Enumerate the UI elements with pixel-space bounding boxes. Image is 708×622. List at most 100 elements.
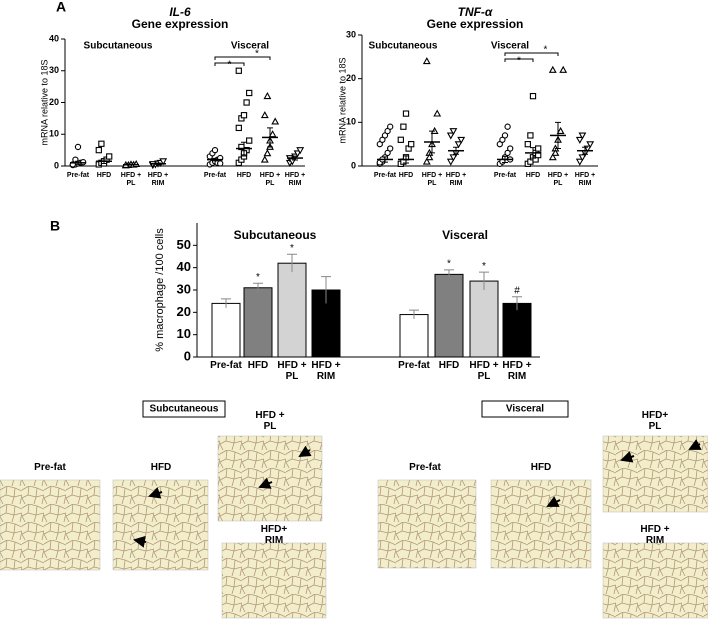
- dot: [98, 140, 105, 147]
- dot: [74, 143, 82, 151]
- dot: [260, 111, 269, 119]
- micrograph-label: Pre-fat: [34, 462, 66, 473]
- x-tick-label: HFD + PL: [547, 172, 569, 187]
- group-label: Subcutaneous: [84, 41, 153, 52]
- dot: [106, 153, 113, 160]
- y-axis-label: mRNA relative to 18S: [39, 59, 49, 145]
- significance-mark: #: [514, 285, 520, 296]
- chart-subtitle: Gene expression: [132, 17, 229, 31]
- dot: [529, 92, 537, 100]
- error-bar: [253, 282, 263, 293]
- micrograph-label: Pre-fat: [409, 462, 441, 473]
- dot: [559, 65, 568, 73]
- x-tick-label: HFD: [236, 172, 252, 179]
- dot: [433, 109, 442, 117]
- group-label: Visceral: [231, 41, 269, 52]
- x-tick-label: Pre-fat: [203, 172, 227, 179]
- y-tick-label: 30: [346, 29, 356, 39]
- dot: [260, 155, 269, 163]
- x-tick-label: Pre-fat: [210, 360, 242, 371]
- error-bar: [479, 271, 489, 290]
- panel-label: A: [56, 0, 66, 15]
- dot: [548, 65, 557, 73]
- error-bar: [287, 253, 297, 273]
- error-bar: [444, 269, 454, 279]
- bar: [502, 302, 532, 358]
- dot: [425, 153, 434, 161]
- dot: [243, 99, 250, 106]
- dot: [240, 112, 248, 119]
- dot: [211, 146, 219, 154]
- arrow: [133, 535, 147, 548]
- bar: [469, 280, 499, 358]
- significance-mark: *: [255, 49, 259, 60]
- error-bar: [75, 160, 81, 165]
- micrograph: [0, 479, 101, 571]
- micrograph-label: HFD+ RIM: [260, 524, 288, 546]
- error-bar: [292, 155, 298, 161]
- error-bar: [128, 163, 134, 166]
- bar: [211, 302, 241, 358]
- micrograph-label: HFD: [150, 462, 172, 473]
- arrow: [620, 451, 635, 463]
- arrow: [546, 496, 561, 507]
- group-label: Subcutaneous: [369, 41, 438, 52]
- dot: [449, 154, 458, 162]
- dot: [159, 158, 168, 166]
- error-bar: [409, 309, 419, 320]
- significance-mark: *: [482, 261, 486, 272]
- significance-mark: *: [228, 60, 232, 71]
- micrograph-title: Visceral: [506, 404, 544, 415]
- y-tick-label: 50: [177, 237, 191, 252]
- dot: [246, 89, 253, 97]
- x-tick-label: HFD: [398, 172, 414, 179]
- panel-label: B: [50, 218, 60, 234]
- dot: [551, 148, 560, 156]
- y-tick-label: 10: [346, 117, 356, 127]
- x-tick-label: HFD + PL: [421, 172, 443, 187]
- dot: [504, 123, 511, 130]
- dot: [422, 57, 431, 65]
- error-bar: [429, 130, 435, 154]
- dot: [422, 157, 431, 165]
- dot: [446, 132, 455, 140]
- micrograph: [490, 479, 592, 569]
- dot: [387, 123, 394, 130]
- micrograph-label: HFD + PL: [255, 410, 285, 432]
- x-tick-label: Pre-fat: [373, 172, 397, 179]
- arrow: [298, 445, 312, 458]
- x-tick-label: Pre-fat: [493, 172, 517, 179]
- y-tick-label: 0: [184, 348, 191, 363]
- y-tick-label: 20: [346, 73, 356, 83]
- dot: [217, 160, 224, 167]
- error-bar: [453, 146, 459, 155]
- dot: [446, 158, 455, 166]
- error-bar: [221, 298, 231, 308]
- significance-mark: *: [447, 259, 451, 270]
- error-bar: [321, 276, 331, 304]
- y-tick-label: 20: [49, 97, 59, 107]
- micrograph: [217, 435, 323, 522]
- dot: [296, 147, 305, 155]
- dot: [535, 145, 542, 152]
- significance-mark: *: [544, 45, 548, 56]
- arrows: [133, 439, 702, 548]
- y-tick-label: 40: [177, 259, 191, 274]
- error-bar: [403, 155, 409, 164]
- dot: [524, 141, 531, 148]
- y-axis-label: mRNA relative to 18S: [337, 57, 347, 143]
- significance-bracket: [504, 52, 559, 62]
- micrograph-label: HFD: [530, 462, 552, 473]
- dot: [527, 132, 534, 139]
- x-tick-label: HFD + RIM: [502, 360, 532, 382]
- dot: [402, 110, 410, 117]
- error-bar: [267, 127, 273, 148]
- x-tick-label: HFD + PL: [259, 172, 281, 187]
- dot: [387, 145, 394, 152]
- arrow: [258, 477, 273, 489]
- y-tick-label: 40: [49, 33, 59, 43]
- error-bar: [530, 147, 536, 159]
- dot: [457, 136, 466, 144]
- significance-mark: *: [517, 56, 521, 67]
